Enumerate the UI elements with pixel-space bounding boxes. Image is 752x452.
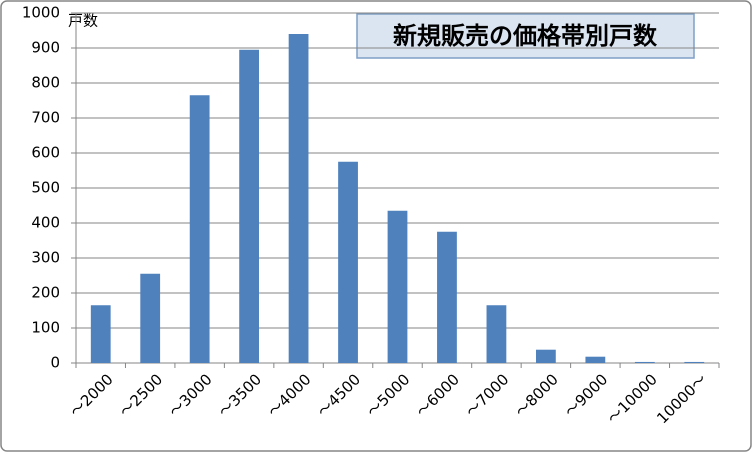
title-box	[356, 13, 695, 59]
y-axis-label: 戸数	[68, 12, 98, 30]
bar	[140, 273, 161, 363]
bar	[288, 34, 309, 363]
y-tick-label: 1000	[22, 4, 60, 22]
y-tick-label: 500	[31, 179, 60, 197]
bar	[437, 231, 457, 363]
bar	[90, 305, 111, 363]
bar	[684, 361, 705, 363]
bar	[387, 210, 408, 363]
y-tick-label: 700	[31, 109, 60, 127]
y-tick-label: 0	[50, 354, 60, 372]
bar	[338, 161, 358, 363]
bar	[585, 356, 606, 363]
bar	[634, 361, 655, 363]
bar	[239, 49, 260, 363]
bar	[189, 95, 210, 363]
y-tick-label: 200	[31, 284, 60, 302]
y-tick-label: 300	[31, 249, 60, 267]
y-tick-label: 100	[31, 319, 60, 337]
y-tick-label: 400	[31, 214, 60, 232]
chart-title: 新規販売の価格帯別戸数	[393, 22, 658, 50]
y-tick-label: 900	[31, 39, 60, 57]
bar	[535, 349, 556, 363]
bar	[486, 305, 507, 363]
y-tick-label: 800	[31, 74, 60, 92]
y-tick-label: 600	[31, 144, 60, 162]
